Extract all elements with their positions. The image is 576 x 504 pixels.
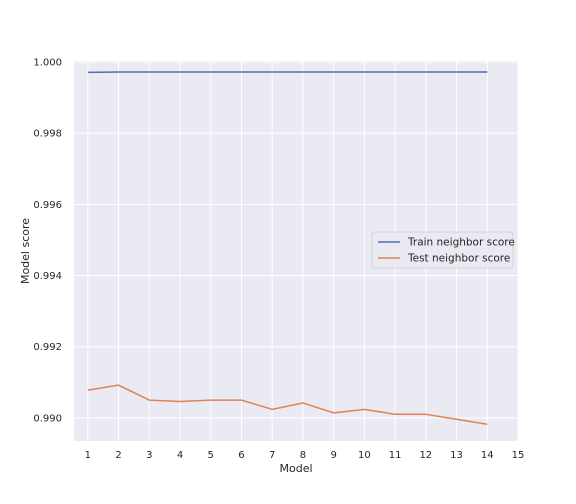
x-tick-label: 7 [269, 450, 275, 461]
x-tick-label: 10 [358, 450, 371, 461]
x-tick-label: 13 [450, 450, 463, 461]
x-tick-label: 15 [512, 450, 525, 461]
y-tick-label: 0.992 [33, 342, 62, 353]
y-tick-label: 0.990 [33, 413, 62, 424]
x-tick-label: 14 [481, 450, 494, 461]
x-tick-labels: 1 2 3 4 5 6 7 8 9 10 11 12 13 14 15 [85, 450, 525, 461]
x-tick-label: 6 [238, 450, 244, 461]
legend: Train neighbor score Test neighbor score [371, 231, 515, 269]
legend-label: Test neighbor score [407, 253, 510, 265]
x-tick-label: 4 [177, 450, 183, 461]
series-line-test [87, 384, 488, 426]
y-tick-label: 0.996 [33, 200, 62, 211]
x-tick-label: 1 [85, 450, 91, 461]
x-tick-label: 3 [146, 450, 152, 461]
y-tick-label: 1.000 [33, 58, 62, 69]
x-tick-label: 5 [208, 450, 214, 461]
x-tick-label: 9 [330, 450, 336, 461]
x-tick-label: 2 [115, 450, 121, 461]
y-axis-title: Model score [19, 218, 32, 284]
y-tick-label: 0.994 [33, 271, 62, 282]
y-tick-label: 0.998 [33, 129, 62, 140]
x-axis-title: Model [279, 462, 312, 475]
series-lines [87, 71, 488, 426]
x-tick-label: 11 [389, 450, 402, 461]
legend-box [371, 231, 514, 269]
x-tick-label: 8 [300, 450, 306, 461]
legend-label: Train neighbor score [407, 237, 515, 249]
y-tick-labels: 0.990 0.992 0.994 0.996 0.998 1.000 [33, 58, 62, 425]
x-tick-label: 12 [419, 450, 432, 461]
